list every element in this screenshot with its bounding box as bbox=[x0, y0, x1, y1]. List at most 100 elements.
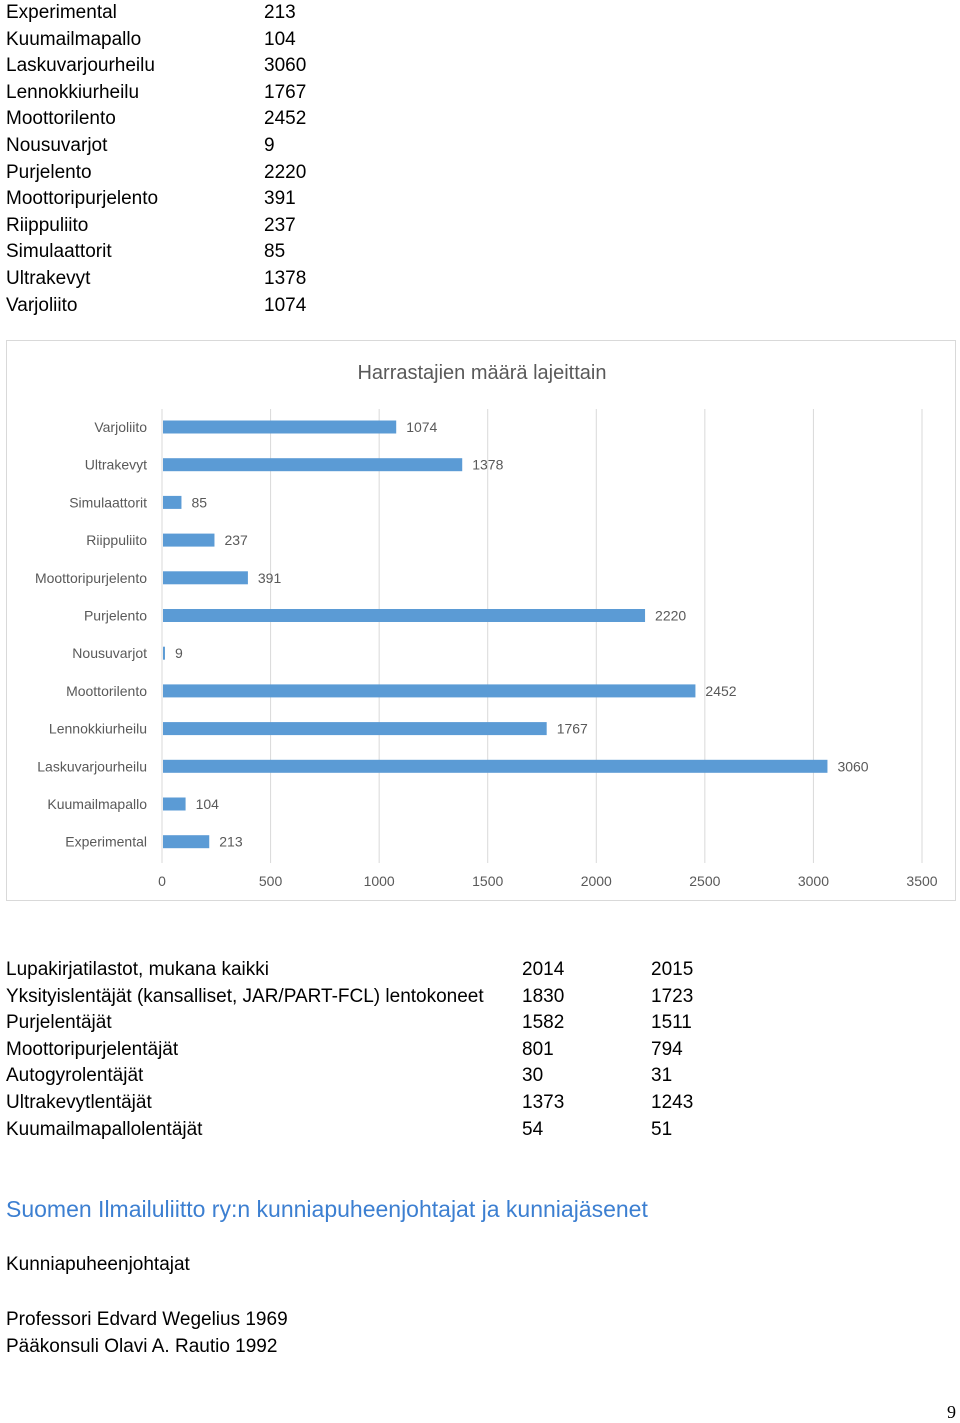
honorary-chair-item: Professori Edvard Wegelius 1969 bbox=[6, 1309, 288, 1330]
license-count-cell: 30 bbox=[522, 1065, 544, 1087]
category-label: Ultrakevyt bbox=[85, 457, 147, 473]
bar bbox=[163, 835, 210, 849]
data-label: 237 bbox=[224, 532, 248, 548]
category-count: 3060 bbox=[264, 55, 307, 77]
license-count-cell: 1582 bbox=[522, 1012, 565, 1034]
license-count-cell: 51 bbox=[651, 1118, 673, 1140]
category-label: Moottoripurjelento bbox=[35, 570, 147, 586]
category-label: Laskuvarjourheilu bbox=[37, 758, 147, 774]
license-count-cell: 54 bbox=[522, 1118, 544, 1140]
bar bbox=[163, 646, 165, 660]
page-number: 9 bbox=[947, 1402, 956, 1422]
bar bbox=[163, 759, 828, 773]
category-name: Lennokkiurheilu bbox=[6, 81, 140, 103]
license-table-row: Kuumailmapallolentäjät 54 51 bbox=[6, 1117, 693, 1144]
category-count: 104 bbox=[264, 28, 296, 50]
category-row: Simulaattorit 85 bbox=[6, 239, 306, 266]
honorary-chairs-list: Professori Edvard Wegelius 1969 Pääkonsu… bbox=[6, 1307, 288, 1360]
bar bbox=[163, 458, 463, 472]
license-table-row: Moottoripurjelentäjät 801 794 bbox=[6, 1037, 693, 1064]
license-count-cell: 794 bbox=[651, 1038, 683, 1060]
category-name: Nousuvarjot bbox=[6, 134, 108, 156]
data-label: 2452 bbox=[705, 683, 736, 699]
category-row: Moottorilento 2452 bbox=[6, 106, 306, 133]
x-tick-label: 1000 bbox=[364, 873, 395, 889]
x-tick-label: 1500 bbox=[472, 873, 503, 889]
data-label: 1378 bbox=[472, 457, 503, 473]
x-tick-label: 500 bbox=[259, 873, 283, 889]
data-label: 213 bbox=[219, 834, 243, 850]
category-name: Simulaattorit bbox=[6, 241, 112, 263]
bar bbox=[163, 420, 397, 434]
license-type-cell: Ultrakevytlentäjät bbox=[6, 1091, 152, 1113]
category-row: Nousuvarjot 9 bbox=[6, 133, 306, 160]
license-count-cell: 2014 bbox=[522, 959, 565, 980]
license-table-header: Lupakirjatilastot, mukana kaikki 2014 2015 bbox=[6, 957, 693, 984]
license-statistics-table: Lupakirjatilastot, mukana kaikki 2014 2015… bbox=[6, 957, 693, 1143]
category-row: Experimental 213 bbox=[6, 0, 306, 27]
category-count: 85 bbox=[264, 241, 286, 263]
category-row: Ultrakevyt 1378 bbox=[6, 266, 306, 293]
category-label: Lennokkiurheilu bbox=[49, 721, 147, 737]
data-label: 391 bbox=[258, 570, 282, 586]
category-label: Purjelento bbox=[84, 608, 147, 624]
category-count: 1767 bbox=[264, 81, 307, 103]
license-count-cell: 2015 bbox=[651, 959, 694, 980]
category-name: Riippuliito bbox=[6, 214, 89, 236]
category-label: Simulaattorit bbox=[69, 494, 147, 510]
bar-chart-svg: Harrastajien määrä lajeittain 0 500 1000 150… bbox=[35, 362, 938, 889]
data-label: 9 bbox=[175, 645, 183, 661]
license-type-cell: Autogyrolentäjät bbox=[6, 1065, 144, 1087]
category-count: 1074 bbox=[264, 294, 307, 316]
license-table-row: Purjelentäjät 1582 1511 bbox=[6, 1010, 693, 1037]
category-label: Experimental bbox=[65, 834, 147, 850]
category-row: Laskuvarjourheilu 3060 bbox=[6, 53, 306, 80]
category-name: Purjelento bbox=[6, 161, 92, 183]
category-count: 9 bbox=[264, 134, 275, 156]
bar bbox=[163, 495, 182, 509]
license-type-cell: Yksityislentäjät (kansalliset, JAR/PART-… bbox=[6, 985, 484, 1007]
category-row: Moottoripurjelento 391 bbox=[6, 186, 306, 213]
license-count-cell: 1373 bbox=[522, 1091, 565, 1113]
category-name: Moottorilento bbox=[6, 108, 116, 130]
honorary-chair-item: Pääkonsuli Olavi A. Rautio 1992 bbox=[6, 1335, 278, 1357]
bar bbox=[163, 571, 248, 585]
license-count-cell: 1511 bbox=[651, 1012, 692, 1034]
license-type-cell: Moottoripurjelentäjät bbox=[6, 1038, 179, 1060]
category-name: Experimental bbox=[6, 2, 117, 23]
honorary-chairs-subheading: Kunniapuheenjohtajat bbox=[6, 1254, 190, 1275]
category-row: Lennokkiurheilu 1767 bbox=[6, 80, 306, 107]
category-count-table: Experimental 213 Kuumailmapallo 104 Laskuvar… bbox=[6, 0, 306, 319]
category-name: Laskuvarjourheilu bbox=[6, 55, 155, 77]
data-label: 1074 bbox=[406, 419, 437, 435]
category-count: 213 bbox=[264, 2, 296, 23]
category-name: Ultrakevyt bbox=[6, 267, 91, 289]
category-name: Kuumailmapallo bbox=[6, 28, 142, 50]
category-count: 2220 bbox=[264, 161, 307, 183]
x-tick-label: 2500 bbox=[689, 873, 720, 889]
x-tick-label: 0 bbox=[158, 873, 166, 889]
bar-chart: Harrastajien määrä lajeittain 0 500 1000 150… bbox=[6, 340, 956, 901]
category-row: Kuumailmapallo 104 bbox=[6, 27, 306, 54]
section-heading: Suomen Ilmailuliitto ry:n kunniapuheenjo… bbox=[6, 1196, 648, 1222]
bar bbox=[163, 797, 186, 811]
category-count: 1378 bbox=[264, 267, 307, 289]
x-tick-label: 2000 bbox=[581, 873, 612, 889]
category-row: Varjoliito 1074 bbox=[6, 293, 306, 320]
category-name: Varjoliito bbox=[6, 294, 78, 316]
category-name: Moottoripurjelento bbox=[6, 188, 159, 210]
bar bbox=[163, 533, 215, 547]
category-label: Kuumailmapallo bbox=[47, 796, 147, 812]
license-count-cell: 31 bbox=[651, 1065, 673, 1087]
data-label: 2220 bbox=[655, 608, 686, 624]
bar bbox=[163, 684, 696, 698]
category-row: Riippuliito 237 bbox=[6, 213, 306, 240]
license-count-cell: 801 bbox=[522, 1038, 554, 1060]
data-label: 85 bbox=[191, 494, 207, 510]
category-count: 391 bbox=[264, 188, 296, 210]
bar bbox=[163, 609, 646, 622]
category-count: 237 bbox=[264, 214, 296, 236]
license-table-row: Autogyrolentäjät 30 31 bbox=[6, 1063, 693, 1090]
category-count: 2452 bbox=[264, 108, 307, 130]
chart-title: Harrastajien määrä lajeittain bbox=[357, 362, 606, 384]
